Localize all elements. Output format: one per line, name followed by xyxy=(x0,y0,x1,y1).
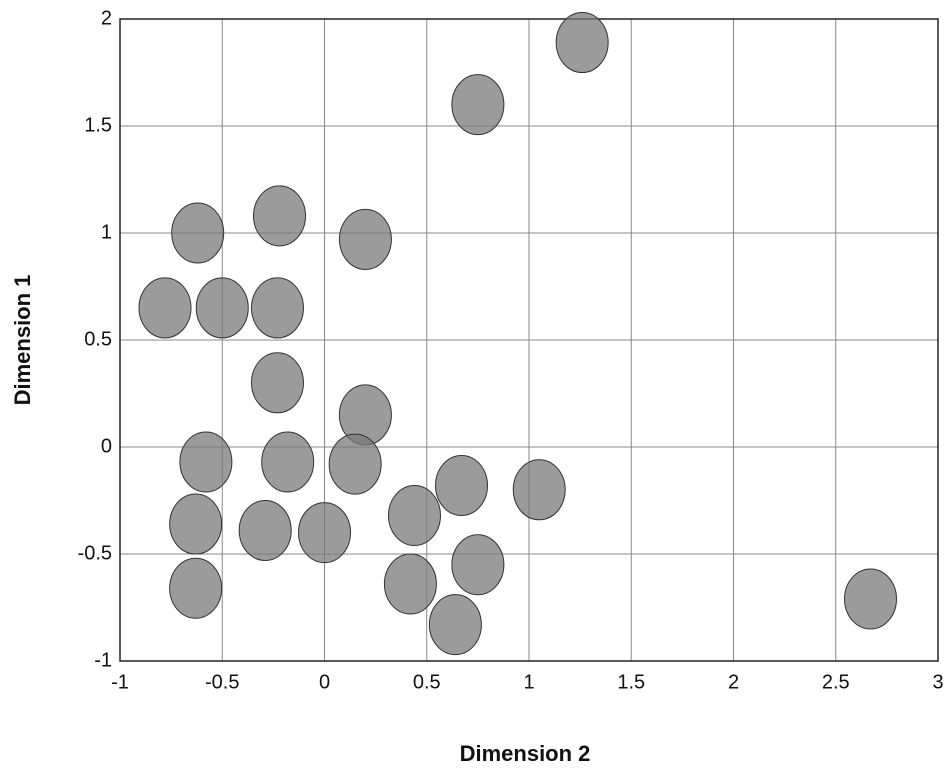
y-tick-label: 1.5 xyxy=(84,114,112,136)
object-image xyxy=(339,209,391,269)
object-image xyxy=(329,434,381,494)
y-tick-label: 0.5 xyxy=(84,328,112,350)
object-image xyxy=(845,569,897,629)
object-image xyxy=(452,75,504,135)
object-image xyxy=(436,456,488,516)
x-tick-label: 1 xyxy=(523,671,534,693)
y-tick-label: 1 xyxy=(101,221,112,243)
object-image xyxy=(254,186,306,246)
object-image xyxy=(262,432,314,492)
object-image xyxy=(170,558,222,618)
object-image xyxy=(513,460,565,520)
x-tick-label: 0.5 xyxy=(413,671,441,693)
y-axis-label: Dimension 1 xyxy=(10,275,35,406)
object-image xyxy=(172,203,224,263)
object-image xyxy=(251,353,303,413)
object-image xyxy=(139,278,191,338)
object-image xyxy=(196,278,248,338)
x-tick-label: 2.5 xyxy=(822,671,850,693)
y-tick-label: -0.5 xyxy=(78,542,112,564)
object-image xyxy=(429,595,481,655)
x-tick-label: -0.5 xyxy=(205,671,239,693)
object-image xyxy=(251,278,303,338)
object-image xyxy=(384,554,436,614)
object-image xyxy=(452,535,504,595)
y-tick-label: 0 xyxy=(101,435,112,457)
object-image xyxy=(299,503,351,563)
object-image xyxy=(556,13,608,73)
x-tick-label: -1 xyxy=(111,671,129,693)
x-tick-label: 0 xyxy=(319,671,330,693)
x-tick-label: 3 xyxy=(932,671,943,693)
y-tick-label: 2 xyxy=(101,7,112,29)
x-axis-label: Dimension 2 xyxy=(460,741,591,766)
x-tick-label: 2 xyxy=(728,671,739,693)
object-image xyxy=(170,494,222,554)
object-image xyxy=(239,500,291,560)
y-tick-label: -1 xyxy=(94,649,112,671)
x-tick-label: 1.5 xyxy=(617,671,645,693)
object-image xyxy=(388,485,440,545)
object-image xyxy=(180,432,232,492)
chart: Dimension 2 Dimension 1 -1 -0.5 0 0.5 1 1.5 2 2… xyxy=(0,0,948,771)
